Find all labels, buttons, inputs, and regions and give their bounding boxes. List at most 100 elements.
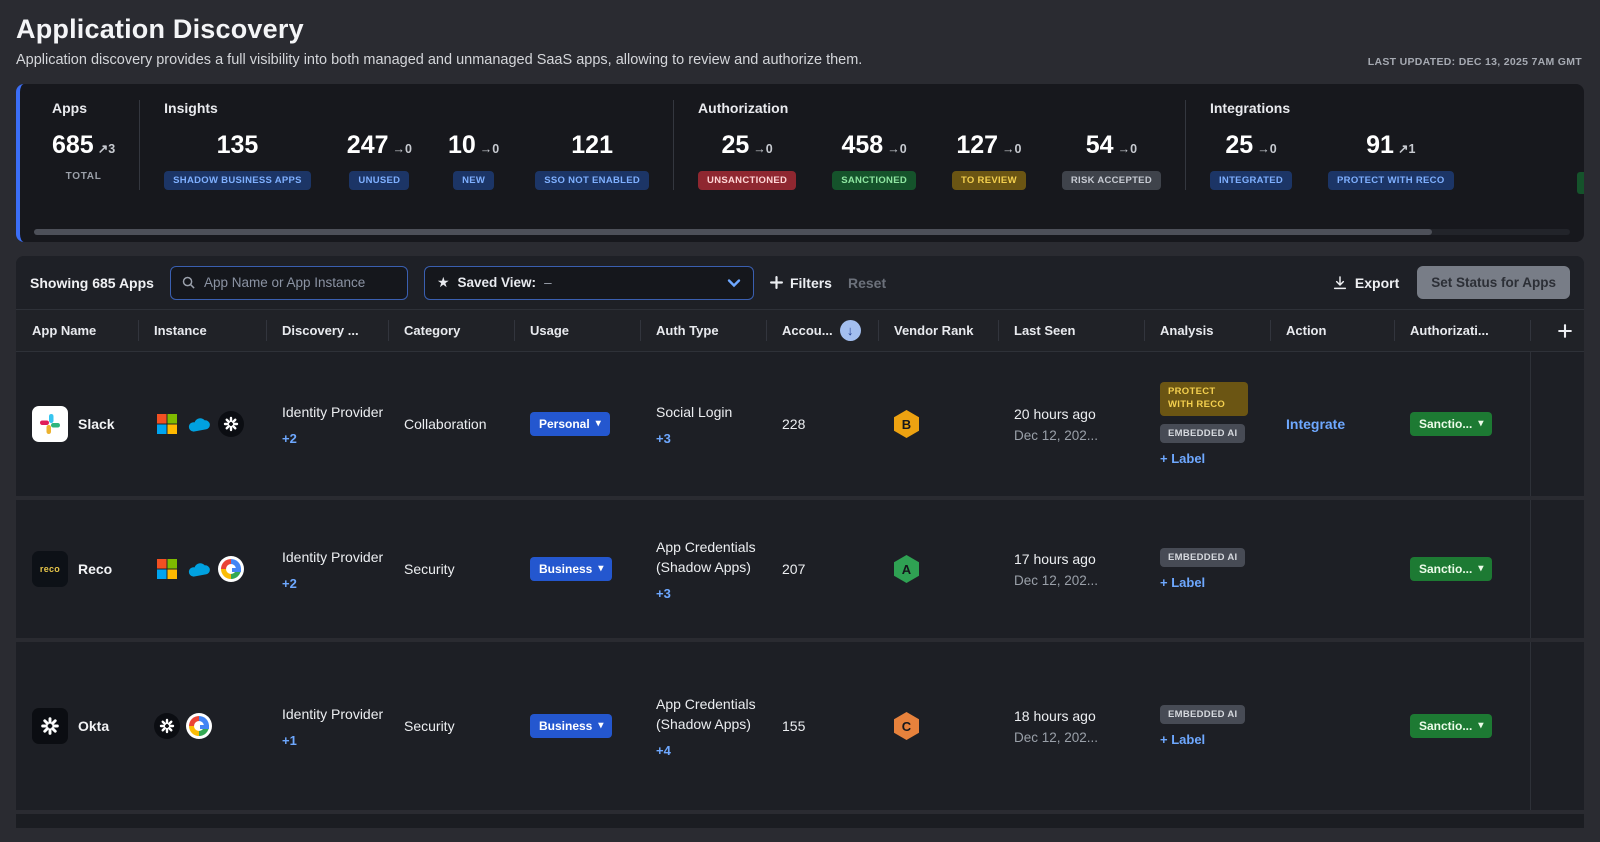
metric-sanctioned[interactable]: 458 →0 SANCTIONED <box>832 131 916 190</box>
table-row[interactable]: reco Reco Identity Provider +2 Security … <box>16 500 1584 642</box>
metric-unsanctioned[interactable]: 25 →0 UNSANCTIONED <box>698 131 796 190</box>
metric-risk-accepted[interactable]: 54 →0 RISK ACCEPTED <box>1062 131 1161 190</box>
metric-shadow-business-apps[interactable]: 135 SHADOW BUSINESS APPS <box>164 131 311 190</box>
group-label-authorization: Authorization <box>698 100 1161 116</box>
search-input[interactable] <box>204 275 397 290</box>
column-header-action[interactable]: Action <box>1270 310 1394 351</box>
app-name-cell[interactable]: Slack <box>16 406 138 442</box>
plus-icon <box>770 276 783 289</box>
column-header-auth-type[interactable]: Auth Type <box>640 310 766 351</box>
add-column-button[interactable] <box>1530 310 1584 351</box>
add-label-link[interactable]: + Label <box>1160 451 1205 466</box>
okta-icon <box>218 411 244 437</box>
embedded-ai-badge: EMBEDDED AI <box>1160 705 1245 724</box>
usage-dropdown[interactable]: Business ▾ <box>530 557 612 581</box>
row-extra-cell <box>1530 500 1584 638</box>
page-header: Application Discovery Application discov… <box>0 0 1600 78</box>
metric-unused[interactable]: 247 →0 UNUSED <box>347 131 412 190</box>
last-seen-relative: 20 hours ago <box>1014 406 1144 422</box>
column-header-app-name[interactable]: App Name <box>16 310 138 351</box>
auth-type-more-link[interactable]: +3 <box>656 586 671 601</box>
metric-badge: PROTECT WITH RECO <box>1328 171 1454 190</box>
discovery-more-link[interactable]: +2 <box>282 576 297 591</box>
vendor-rank-badge[interactable]: A <box>894 555 919 583</box>
last-seen-cell: 17 hours ago Dec 12, 202... <box>998 551 1144 588</box>
star-icon: ★ <box>437 274 450 291</box>
metric-value: 135 <box>217 131 259 160</box>
authorization-dropdown[interactable]: Sanctio... ▾ <box>1410 557 1492 581</box>
column-header-last-seen[interactable]: Last Seen <box>998 310 1144 351</box>
instance-cell[interactable] <box>138 713 266 739</box>
discovery-more-link[interactable]: +2 <box>282 431 297 446</box>
action-cell: Integrate <box>1270 416 1394 432</box>
stats-summary-card: Apps 685 ↗3 TOTAL Insights 135 SHADOW BU… <box>16 84 1584 242</box>
search-box[interactable] <box>170 266 408 300</box>
auth-type-more-link[interactable]: +4 <box>656 743 671 758</box>
row-extra-cell <box>1530 642 1584 810</box>
instance-cell[interactable] <box>138 556 266 582</box>
filters-button[interactable]: Filters <box>770 275 832 291</box>
integrate-link[interactable]: Integrate <box>1286 416 1345 432</box>
table-row[interactable]: Slack Identity Provider +2 Collaboration… <box>16 352 1584 500</box>
app-name: Reco <box>78 561 112 577</box>
metric-value: 247 <box>347 131 389 160</box>
discovery-more-link[interactable]: +1 <box>282 733 297 748</box>
authorization-dropdown[interactable]: Sanctio... ▾ <box>1410 714 1492 738</box>
auth-type-more-link[interactable]: +3 <box>656 431 671 446</box>
export-button[interactable]: Export <box>1332 275 1399 291</box>
metric-total-apps[interactable]: 685 ↗3 TOTAL <box>52 131 115 182</box>
page-subtitle: Application discovery provides a full vi… <box>16 52 1580 68</box>
instance-cell[interactable] <box>138 411 266 437</box>
add-label-link[interactable]: + Label <box>1160 575 1205 590</box>
column-header-authorization[interactable]: Authorizati... <box>1394 310 1530 351</box>
metric-new[interactable]: 10 →0 NEW <box>448 131 499 190</box>
analysis-cell: EMBEDDED AI + Label <box>1144 548 1270 590</box>
vendor-rank-badge[interactable]: B <box>894 410 919 438</box>
usage-dropdown[interactable]: Personal ▾ <box>530 412 610 436</box>
metric-value: 25 <box>721 131 749 160</box>
metric-value: 685 <box>52 131 94 160</box>
column-header-vendor-rank[interactable]: Vendor Rank <box>878 310 998 351</box>
category-cell: Security <box>388 718 514 734</box>
usage-dropdown[interactable]: Business ▾ <box>530 714 612 738</box>
column-header-accounts[interactable]: Accou... ↓ <box>766 310 878 351</box>
protect-with-reco-badge: PROTECT WITH RECO <box>1160 382 1248 416</box>
column-header-usage[interactable]: Usage <box>514 310 640 351</box>
app-name-cell[interactable]: reco Reco <box>16 551 138 587</box>
last-seen-date: Dec 12, 202... <box>1014 428 1144 443</box>
column-header-category[interactable]: Category <box>388 310 514 351</box>
okta-icon <box>154 713 180 739</box>
metric-protect-with-reco[interactable]: 91 ↗1 PROTECT WITH RECO <box>1328 131 1454 190</box>
table-row[interactable]: Okta Identity Provider +1 Security Busin… <box>16 642 1584 814</box>
usage-cell: Business ▾ <box>514 557 640 581</box>
add-label-link[interactable]: + Label <box>1160 732 1205 747</box>
vendor-rank-badge[interactable]: C <box>894 712 919 740</box>
okta-icon <box>32 708 68 744</box>
saved-view-select[interactable]: ★ Saved View: – <box>424 266 754 300</box>
discovery-cell: Identity Provider +2 <box>266 402 388 446</box>
discovery-method: Identity Provider <box>282 704 388 724</box>
metric-integrated[interactable]: 25 →0 INTEGRATED <box>1210 131 1292 190</box>
metric-sso-not-enabled[interactable]: 121 SSO NOT ENABLED <box>535 131 649 190</box>
reset-button[interactable]: Reset <box>848 275 886 291</box>
accounts-cell: 207 <box>766 561 878 577</box>
stats-horizontal-scrollbar[interactable] <box>34 229 1570 235</box>
category-cell: Collaboration <box>388 416 514 432</box>
column-header-analysis[interactable]: Analysis <box>1144 310 1270 351</box>
vendor-rank-cell: A <box>878 555 998 583</box>
microsoft-icon <box>154 411 180 437</box>
column-header-discovery[interactable]: Discovery ... <box>266 310 388 351</box>
trend-indicator: ↗3 <box>98 141 115 156</box>
analysis-cell: EMBEDDED AI + Label <box>1144 705 1270 747</box>
salesforce-icon <box>186 411 212 437</box>
column-header-instance[interactable]: Instance <box>138 310 266 351</box>
auth-type: App Credentials (Shadow Apps) <box>656 694 766 735</box>
metric-to-review[interactable]: 127 →0 TO REVIEW <box>952 131 1026 190</box>
authorization-dropdown[interactable]: Sanctio... ▾ <box>1410 412 1492 436</box>
sort-descending-icon[interactable]: ↓ <box>840 320 861 341</box>
metric-value: 25 <box>1225 131 1253 160</box>
scrollbar-thumb[interactable] <box>34 229 1432 235</box>
set-status-button[interactable]: Set Status for Apps <box>1417 266 1570 299</box>
app-name-cell[interactable]: Okta <box>16 708 138 744</box>
reco-icon: reco <box>32 551 68 587</box>
